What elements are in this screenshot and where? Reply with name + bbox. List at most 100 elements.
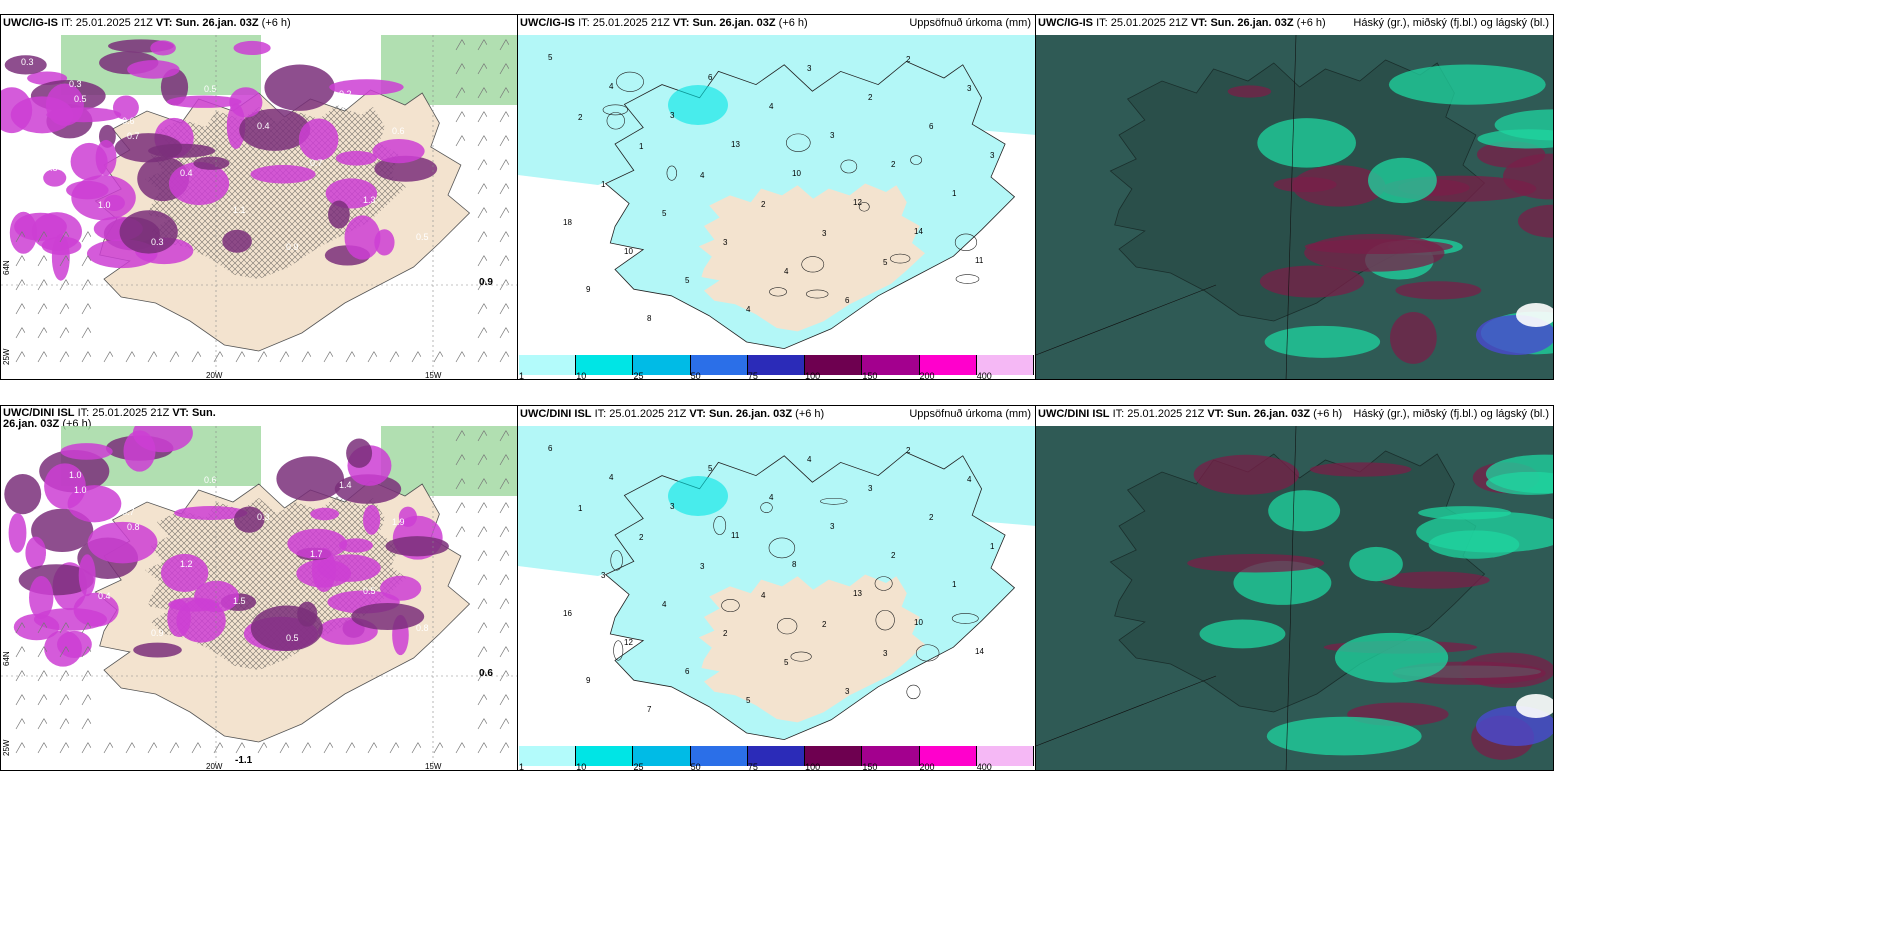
wind-barb — [499, 670, 510, 682]
dry-land — [698, 183, 925, 332]
precip-value: 6 — [708, 73, 713, 82]
wind-barb — [15, 279, 26, 291]
contour — [954, 233, 978, 252]
precip-value: 3 — [700, 562, 705, 571]
cloud-blob — [1379, 571, 1490, 589]
wind-barb — [499, 718, 510, 730]
colorbar-tick-label: 150 — [862, 762, 878, 771]
heavy-precip — [668, 476, 728, 516]
wind-barb — [455, 526, 466, 538]
precip-blob — [13, 613, 60, 641]
wind-barb — [499, 111, 510, 123]
colorbar-tick-label: 150 — [862, 371, 878, 380]
wind-barb — [433, 742, 444, 754]
precip-value: 2 — [639, 533, 644, 542]
contour-label: 1.3 — [363, 195, 376, 205]
precip-value: 2 — [929, 513, 934, 522]
precip-title: Uppsöfnuð úrkoma (mm) — [909, 17, 1031, 29]
precip-blob — [334, 474, 402, 504]
contour-label: 0.6 — [392, 126, 405, 136]
contour-label: 0.8 — [45, 163, 58, 173]
wind-barb — [37, 231, 48, 243]
wind-barb — [81, 694, 92, 706]
colorbar-tick-label: 400 — [976, 762, 992, 771]
precip-value: 3 — [830, 522, 835, 531]
wind-barb — [477, 63, 488, 75]
cloud-blob — [1390, 311, 1437, 364]
colorbar-swatch — [862, 355, 920, 375]
wind-barb — [499, 159, 510, 171]
precip-value: 2 — [906, 55, 911, 64]
wind-barb — [37, 303, 48, 315]
contour — [768, 537, 796, 559]
wind-barb — [15, 351, 26, 363]
contour-label: 0.7 — [310, 158, 323, 168]
precip-blob — [250, 165, 316, 184]
accumulated-precip-map: 5431310121411986432118105432631534623214… — [518, 35, 1035, 355]
precip-value: 8 — [647, 314, 652, 323]
contour — [777, 618, 798, 635]
colorbar-swatch — [576, 355, 634, 375]
colorbar-swatch — [519, 746, 577, 766]
wind-barb — [499, 526, 510, 538]
precip-value: 4 — [609, 473, 614, 482]
wind-barb — [477, 454, 488, 466]
contour-label: 0.6 — [204, 475, 217, 485]
contour-label: 1.2 — [180, 559, 193, 569]
wind-barb — [81, 742, 92, 754]
wind-barb — [59, 646, 70, 658]
contour-label: 0.3 — [21, 448, 34, 458]
contour — [713, 515, 727, 535]
precip-value: 12 — [853, 198, 862, 207]
colorbar-tick-label: 50 — [690, 762, 701, 771]
wind-barb — [345, 351, 356, 363]
wind-barb — [455, 502, 466, 514]
wind-barb — [15, 742, 26, 754]
wind-barb — [499, 87, 510, 99]
contour — [874, 576, 893, 591]
wind-barb — [455, 430, 466, 442]
contour-label: 0.4 — [257, 121, 270, 131]
wind-barb — [477, 502, 488, 514]
wind-barb — [455, 478, 466, 490]
wind-barb — [477, 135, 488, 147]
precip-blob — [73, 592, 119, 627]
cloud-blob — [1349, 546, 1403, 582]
precip-blob — [25, 536, 47, 570]
precip-value: 10 — [914, 618, 923, 627]
contour-label: 0.5 — [286, 633, 299, 643]
precip-blob — [167, 599, 191, 638]
precip-value: 4 — [609, 82, 614, 91]
contour-label: 1.0 — [74, 485, 87, 495]
wind-barb — [499, 742, 510, 754]
wind-barb — [59, 694, 70, 706]
wind-barb — [59, 670, 70, 682]
precip-title: Uppsöfnuð úrkoma (mm) — [909, 408, 1031, 420]
precip-value: 3 — [822, 229, 827, 238]
precip-blob — [57, 630, 92, 658]
colorbar-swatch — [805, 746, 863, 766]
contour-label: 0.9 — [151, 628, 164, 638]
precip-value: 3 — [670, 111, 675, 120]
cloud-blob — [1266, 716, 1422, 756]
wind-barb — [499, 231, 510, 243]
precip-blob — [4, 55, 47, 75]
wind-barb — [15, 646, 26, 658]
wind-barb — [59, 303, 70, 315]
wind-barb — [59, 327, 70, 339]
precip-blob — [298, 118, 339, 161]
contour-label: 1.9 — [392, 517, 405, 527]
wind-barb — [477, 303, 488, 315]
border-line — [1285, 426, 1297, 770]
cloud-blob — [1367, 157, 1437, 204]
precip-value: 14 — [975, 647, 984, 656]
contour-label: 0.5 — [204, 84, 217, 94]
wind-barb — [235, 742, 246, 754]
colorbar-swatch — [805, 355, 863, 375]
contour — [906, 684, 921, 700]
wind-barb — [499, 478, 510, 490]
wind-barb — [477, 207, 488, 219]
precip-value: 6 — [685, 667, 690, 676]
precip-value: 4 — [662, 600, 667, 609]
colorbar-swatch — [633, 355, 691, 375]
